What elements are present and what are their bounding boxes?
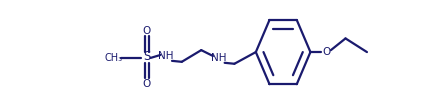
Text: O: O: [322, 47, 330, 57]
Text: CH₃: CH₃: [105, 53, 122, 63]
Text: NH: NH: [158, 51, 174, 61]
Text: S: S: [143, 50, 150, 63]
Text: O: O: [143, 79, 151, 89]
Text: NH: NH: [211, 53, 227, 63]
Text: O: O: [143, 26, 151, 36]
